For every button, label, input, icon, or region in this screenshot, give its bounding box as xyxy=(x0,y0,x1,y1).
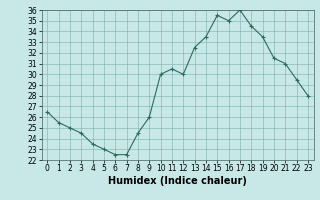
X-axis label: Humidex (Indice chaleur): Humidex (Indice chaleur) xyxy=(108,176,247,186)
